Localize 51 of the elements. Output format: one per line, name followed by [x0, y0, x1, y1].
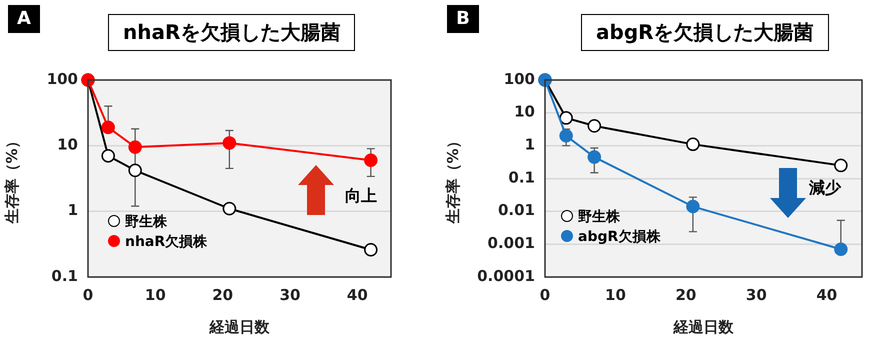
- x-tick-label: 0: [540, 286, 550, 304]
- point: [686, 138, 700, 152]
- y-tick-label: 1: [68, 201, 78, 220]
- point: [101, 149, 115, 163]
- y-tick-label: 0.1: [51, 266, 78, 285]
- y-tick-label: 1: [524, 136, 535, 154]
- y-axis-title: 生存率（%）: [444, 133, 462, 225]
- x-tick-label: 0: [82, 286, 94, 304]
- x-tick-label: 10: [144, 286, 166, 304]
- x-tick-label: 20: [675, 286, 696, 304]
- point: [834, 158, 848, 172]
- x-tick-label: 30: [746, 286, 767, 304]
- x-tick-label: 10: [605, 286, 626, 304]
- point: [222, 136, 236, 150]
- chart-title: nhaRを欠損した大腸菌: [108, 14, 356, 51]
- legend-label: abgR欠損株: [578, 229, 660, 245]
- point: [834, 242, 848, 256]
- x-tick-label: 30: [280, 286, 300, 304]
- point: [364, 153, 378, 167]
- y-axis-title: 生存率（%）: [2, 133, 21, 225]
- point: [588, 119, 602, 133]
- point: [588, 150, 602, 164]
- y-tick-label: 10: [514, 102, 535, 121]
- point: [222, 202, 236, 216]
- annotation: 向上: [345, 186, 377, 207]
- y-tick-label: 10: [57, 136, 78, 154]
- point: [559, 129, 573, 143]
- chart-title: abgRを欠損した大腸菌: [581, 14, 829, 51]
- text: B: [447, 5, 479, 33]
- y-tick-label: 0.001: [488, 234, 535, 252]
- y-tick-label: 100: [504, 70, 535, 88]
- x-axis-title: 経過日数: [672, 318, 734, 336]
- annotation: 減少: [809, 178, 841, 199]
- x-tick-label: 20: [212, 286, 234, 304]
- y-tick-label: 0.0001: [477, 266, 535, 285]
- legend-label: nhaR欠損株: [125, 234, 208, 250]
- y-tick-label: 0.01: [498, 201, 535, 220]
- point: [364, 243, 378, 256]
- x-tick-label: 40: [346, 286, 368, 304]
- x-tick-label: 40: [816, 286, 838, 304]
- x-axis-title: 経過日数: [208, 318, 270, 336]
- y-tick-label: 100: [46, 70, 78, 88]
- point: [128, 140, 142, 154]
- y-tick-label: 0.1: [508, 168, 535, 186]
- legend-label: 野生株: [578, 209, 620, 225]
- point: [101, 120, 115, 134]
- legend-label: 野生株: [125, 214, 167, 230]
- text: A: [8, 5, 40, 33]
- point: [686, 200, 700, 214]
- point: [128, 164, 142, 178]
- point: [559, 111, 573, 125]
